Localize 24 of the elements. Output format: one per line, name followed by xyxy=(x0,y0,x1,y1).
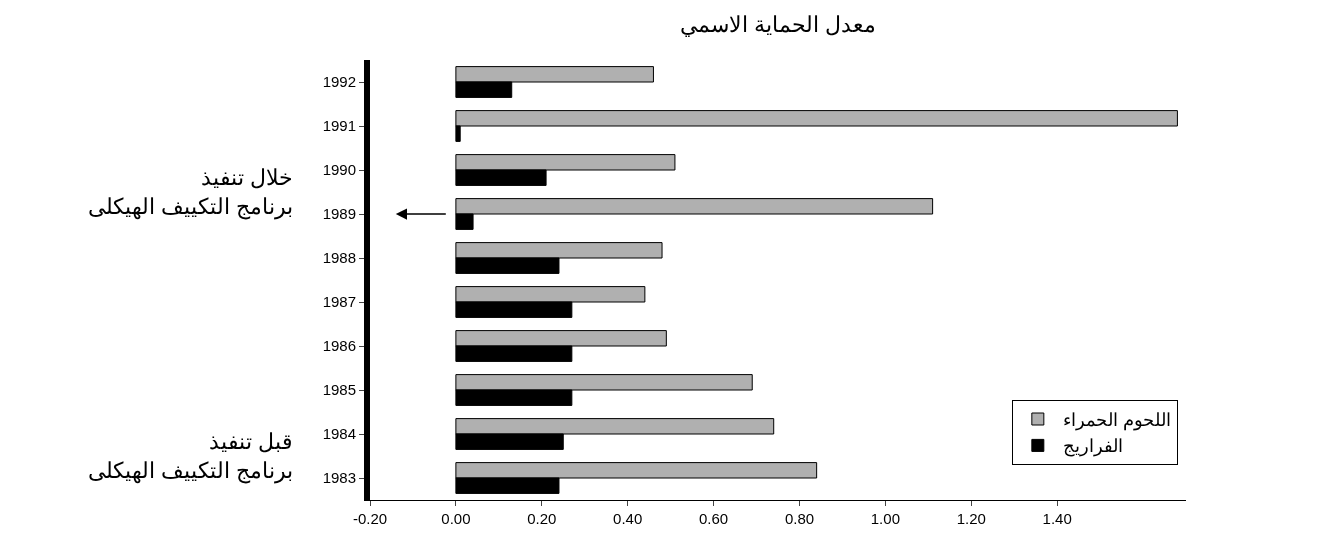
y-tick-label: 1989 xyxy=(322,205,356,223)
x-tick-label: 1.00 xyxy=(870,510,900,527)
legend-label: الفراريج xyxy=(1062,436,1123,458)
x-tick-label: 0.40 xyxy=(613,510,643,527)
y-tick-label: 1987 xyxy=(322,293,356,311)
legend-label: اللحوم الحمراء xyxy=(1062,410,1171,432)
x-tick-label: 0.80 xyxy=(784,510,815,527)
y-tick-label: 1985 xyxy=(322,381,356,399)
x-tick-label: 0.60 xyxy=(698,510,729,527)
chart-title: معدل الحماية الاسمي xyxy=(679,11,877,37)
y-tick-label: 1986 xyxy=(322,337,356,355)
y-tick-label: 1983 xyxy=(322,469,356,487)
y-tick-label: 1984 xyxy=(322,425,356,443)
x-tick-label: -0.20 xyxy=(352,510,388,527)
y-tick-label: 1990 xyxy=(322,161,356,179)
x-tick-label: 1.20 xyxy=(956,510,986,527)
y-tick-label: 1988 xyxy=(322,249,356,267)
y-tick-label: 1992 xyxy=(322,73,356,91)
text: قبل تنفيذ برنامج التكييف الهيكلى xyxy=(88,429,294,484)
x-tick-label: 0.00 xyxy=(441,510,471,527)
x-tick-label: 0.20 xyxy=(527,510,557,527)
text: خلال تنفيذ برنامج التكييف الهيكلى xyxy=(88,165,294,220)
x-tick-label: 1.40 xyxy=(1042,510,1072,527)
y-tick-label: 1991 xyxy=(322,117,356,135)
